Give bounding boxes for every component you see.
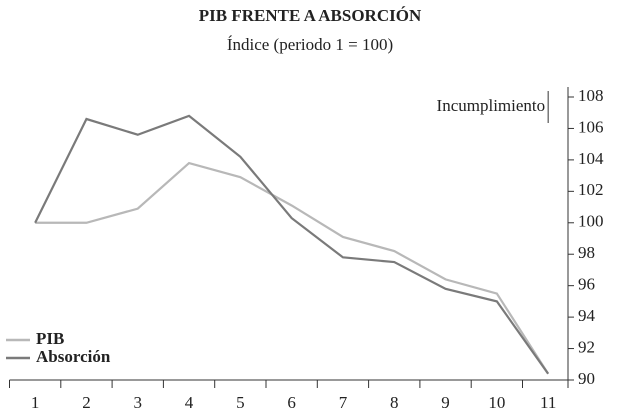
y-tick-label: 108 [578, 86, 604, 105]
x-tick-label: 9 [441, 393, 450, 412]
x-tick-label: 6 [287, 393, 296, 412]
legend-label: Absorción [36, 347, 111, 366]
chart-title: PIB FRENTE A ABSORCIÓN [199, 6, 422, 25]
x-tick-label: 4 [185, 393, 194, 412]
x-tick-label: 7 [339, 393, 348, 412]
y-tick-label: 90 [578, 369, 595, 388]
x-tick-label: 1 [31, 393, 40, 412]
x-tick-label: 10 [488, 393, 505, 412]
series-line [35, 161, 550, 375]
x-tick-label: 8 [390, 393, 399, 412]
y-tick-label: 100 [578, 212, 604, 231]
x-tick-label: 5 [236, 393, 245, 412]
series-line [34, 114, 550, 375]
y-tick-label: 94 [578, 306, 596, 325]
y-tick-label: 96 [578, 275, 595, 294]
y-tick-label: 104 [578, 149, 604, 168]
y-tick-label: 98 [578, 243, 595, 262]
annotation: Incumplimiento [437, 96, 546, 115]
x-tick-label: 11 [540, 393, 556, 412]
y-tick-label: 92 [578, 337, 595, 356]
legend-label: PIB [36, 329, 64, 348]
x-tick-label: 3 [134, 393, 143, 412]
chart-subtitle: Índice (periodo 1 = 100) [227, 35, 393, 54]
y-tick-label: 106 [578, 117, 604, 136]
x-tick-label: 2 [82, 393, 91, 412]
y-tick-label: 102 [578, 180, 604, 199]
